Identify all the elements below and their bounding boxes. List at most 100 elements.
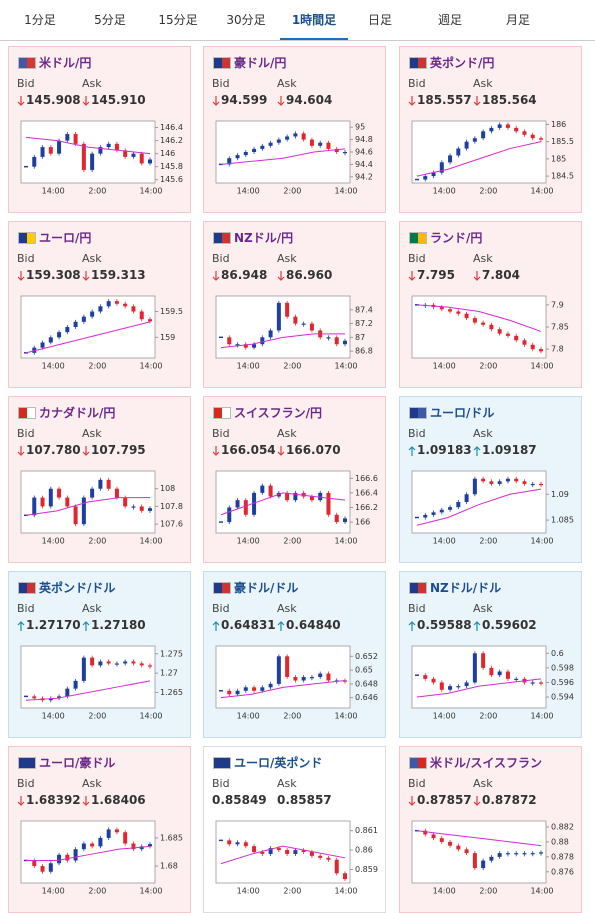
flag-left (409, 757, 418, 769)
candle (276, 656, 281, 684)
candle (326, 857, 331, 860)
candle (90, 311, 95, 317)
candle (505, 124, 510, 128)
y-tick-label: 1.68 (160, 862, 178, 871)
pair-name: NZドル/円 (234, 231, 294, 245)
flag-left (18, 407, 27, 419)
rate-card[interactable]: 英ポンド/ドル Bid Ask 1.27170 1.27180 1.275 1.27 1.26… (8, 571, 191, 738)
mini-chart: 0.861 0.86 0.859 14:00 2:00 14:00 (215, 820, 378, 896)
y-tick-label: 159 (160, 333, 175, 342)
candle (65, 854, 70, 861)
candle (252, 492, 257, 515)
x-tick-label: 14:00 (42, 187, 65, 196)
y-tick-label: 94.2 (355, 172, 373, 181)
moving-average (220, 845, 346, 865)
rate-card[interactable]: ランド/円 Bid Ask 7.795 7.804 7.9 7.85 7.8 14:00 2:00… (399, 221, 582, 388)
candle (90, 843, 95, 847)
candle (489, 667, 494, 676)
candle (522, 131, 527, 135)
x-tick-label: 14:00 (433, 537, 456, 546)
rate-card[interactable]: ユーロ/円 Bid Ask 159.308 159.313 159.5 159 14:00 2:… (8, 221, 191, 388)
flag-border (409, 407, 427, 419)
candle (243, 500, 248, 515)
candle (235, 344, 240, 346)
candle (539, 138, 543, 140)
candle (32, 696, 37, 699)
rate-card[interactable]: NZドル/円 Bid Ask 86.948 86.960 87.4 87.2 87 86.8 14… (203, 221, 386, 388)
tab[interactable]: 日足 (367, 13, 392, 27)
bid-value: 0.87857 (417, 793, 472, 807)
y-tick-label: 166.4 (355, 488, 378, 497)
rate-card[interactable]: ユーロ/豪ドル Bid Ask 1.68392 1.68406 1.685 1.68 14:0… (8, 746, 191, 913)
x-tick-label: 2:00 (283, 362, 301, 371)
x-tick-label: 14:00 (237, 712, 260, 721)
flag-left (18, 757, 27, 769)
rate-card[interactable]: 豪ドル/ドル Bid Ask 0.64831 0.64840 0.652 0.65 0.648… (203, 571, 386, 738)
y-tick-label: 186 (551, 120, 566, 129)
candle (472, 138, 477, 142)
rate-card[interactable]: ユーロ/英ポンド Bid Ask 0.85849 0.85857 0.861 0.86 0.8… (203, 746, 386, 913)
flag-right (418, 582, 427, 594)
candle (276, 302, 281, 331)
bid-value: 7.795 (417, 268, 455, 282)
candle (65, 134, 70, 141)
tab[interactable]: 30分足 (226, 13, 266, 27)
tab[interactable]: 週足 (437, 13, 462, 27)
candle (343, 680, 347, 682)
rate-card[interactable]: ユーロ/ドル Bid Ask 1.09183 1.09187 1.09 1.085 14:00… (399, 396, 582, 563)
tab[interactable]: 月足 (505, 13, 530, 27)
candle (464, 313, 469, 319)
candle (57, 332, 62, 338)
candle (464, 849, 469, 854)
y-tick-label: 0.598 (551, 663, 574, 672)
rate-card[interactable]: NZドル/ドル Bid Ask 0.59588 0.59602 0.6 0.598 0.596… (399, 571, 582, 738)
ask-label: Ask (277, 777, 297, 790)
mini-chart: 166.6 166.4 166.2 166 14:00 2:00 14:00 (215, 470, 378, 546)
y-tick-label: 94.6 (355, 148, 373, 157)
flag-right (27, 407, 36, 419)
flag-left (213, 407, 222, 419)
tab[interactable]: 15分足 (158, 13, 198, 27)
ask-label: Ask (473, 777, 493, 790)
candle (65, 497, 70, 507)
bid-label: Bid (408, 777, 426, 790)
x-tick-label: 14:00 (42, 887, 65, 896)
y-tick-label: 94.8 (355, 135, 373, 144)
rate-card[interactable]: 米ドル/スイスフラン Bid Ask 0.87857 0.87872 0.882 0.88 0… (399, 746, 582, 913)
candle (309, 677, 314, 679)
flag-icon (409, 57, 427, 69)
ask-label: Ask (473, 252, 493, 265)
y-tick-label: 146 (160, 149, 175, 158)
flag-icon (18, 407, 36, 419)
candle (106, 143, 111, 148)
candle (505, 478, 510, 482)
candle (106, 661, 111, 664)
ask-value: 166.070 (286, 443, 341, 457)
tab[interactable]: 1時間足 (280, 0, 348, 40)
moving-average (220, 333, 345, 349)
candle (131, 843, 136, 850)
candle (530, 853, 535, 855)
candle (326, 337, 331, 339)
candle (123, 661, 128, 664)
rate-card[interactable]: 英ポンド/円 Bid Ask 185.557 185.564 186 185.5 185 184… (399, 46, 582, 213)
rate-card[interactable]: カナダドル/円 Bid Ask 107.780 107.795 108 107.8 107.6… (8, 396, 191, 563)
ask-label: Ask (277, 252, 297, 265)
bid-label: Bid (17, 777, 35, 790)
tab[interactable]: 5分足 (94, 13, 126, 27)
candle (456, 686, 461, 688)
tab[interactable]: 1分足 (24, 13, 56, 27)
arrow-path (277, 96, 285, 106)
candle (148, 508, 152, 511)
rate-card[interactable]: 米ドル/円 Bid Ask 145.908 145.910 146.4 146.2 146 14… (8, 46, 191, 213)
rate-card[interactable]: 豪ドル/円 Bid Ask 94.599 94.604 95 94.8 94.6 94.4 94.… (203, 46, 386, 213)
candle (131, 306, 136, 312)
x-tick-label: 14:00 (433, 887, 456, 896)
x-tick-label: 2:00 (283, 537, 301, 546)
candle (32, 860, 37, 867)
arrow-path (212, 446, 220, 456)
candle (530, 682, 535, 684)
rate-card[interactable]: スイスフラン/円 Bid Ask 166.054 166.070 166.6 166.4 16… (203, 396, 386, 563)
candle (90, 488, 95, 498)
candle (318, 142, 323, 146)
